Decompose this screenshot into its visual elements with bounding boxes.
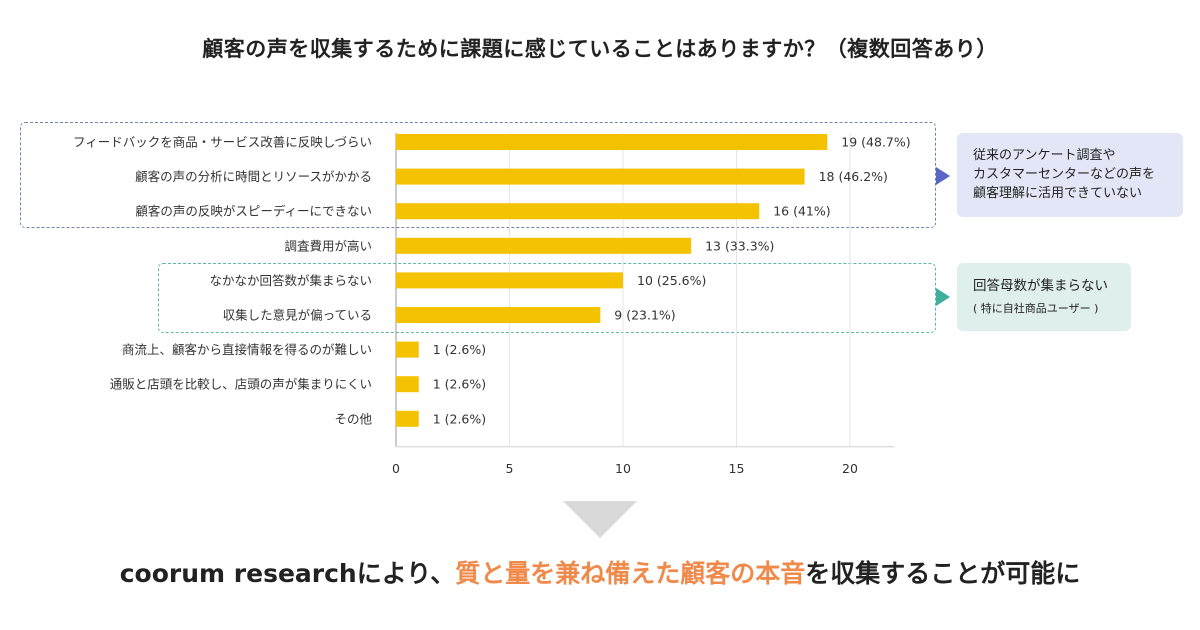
callout-blue: 従来のアンケート調査や カスタマーセンターなどの声を 顧客理解に活用できていない: [957, 133, 1183, 217]
bar: [396, 203, 760, 220]
conclusion-prefix: coorum researchにより、: [119, 559, 456, 588]
bar: [396, 341, 419, 358]
data-label: 9 (23.1%): [614, 308, 675, 323]
x-tick-label: 5: [506, 461, 514, 476]
category-label: 顧客の声の反映がスピーディーにできない: [135, 204, 372, 219]
x-tick-label: 20: [842, 461, 858, 476]
down-arrow-icon: [563, 501, 637, 538]
conclusion-highlight: 質と量を兼ね備えた顧客の本音: [455, 559, 806, 588]
data-label: 18 (46.2%): [819, 169, 888, 184]
callout-pointer-blue-icon: [936, 167, 950, 185]
bar: [396, 307, 601, 323]
callout-blue-text: 従来のアンケート調査や カスタマーセンターなどの声を 顧客理解に活用できていない: [973, 148, 1156, 201]
callout-teal-subtext: ( 特に自社商品ユーザー ): [973, 302, 1099, 315]
x-tick-label: 10: [615, 461, 631, 476]
conclusion-suffix: を収集することが可能に: [805, 559, 1081, 588]
conclusion-text: coorum researchにより、質と量を兼ね備えた顧客の本音を収集すること…: [0, 554, 1200, 590]
x-tick-label: 15: [729, 461, 745, 476]
category-label: 顧客の声の分析に時間とリソースがかかる: [135, 169, 372, 184]
category-label: なかなか回答数が集まらない: [209, 273, 372, 288]
bar: [396, 410, 419, 427]
callout-teal-text: 回答母数が集まらない: [973, 278, 1108, 294]
bar: [396, 272, 623, 289]
x-tick-label: 0: [392, 461, 400, 476]
bar: [396, 376, 419, 393]
page-title: 顧客の声を収集するために課題に感じていることはありますか？（複数回答あり）: [202, 37, 998, 61]
group-box-blue: [20, 122, 936, 228]
data-label: 1 (2.6%): [433, 411, 486, 426]
category-label: フィードバックを商品・サービス改善に反映しづらい: [73, 135, 372, 150]
data-label: 1 (2.6%): [433, 377, 486, 392]
category-label: 調査費用が高い: [284, 238, 372, 253]
callout-pointer-teal-icon: [936, 288, 950, 306]
bar: [396, 237, 692, 254]
category-label: 商流上、顧客から直接情報を得るのが難しい: [122, 342, 372, 357]
callout-teal: 回答母数が集まらない ( 特に自社商品ユーザー ): [957, 263, 1131, 331]
bar: [396, 134, 828, 150]
group-box-teal: [158, 263, 936, 333]
category-label: 通販と店頭を比較し、店頭の声が集まりにくい: [110, 377, 372, 392]
data-label: 1 (2.6%): [433, 342, 486, 357]
data-label: 16 (41%): [773, 204, 830, 219]
bar: [396, 168, 805, 185]
category-label: その他: [334, 411, 372, 426]
data-label: 13 (33.3%): [705, 238, 774, 253]
data-label: 19 (48.7%): [841, 135, 910, 150]
data-label: 10 (25.6%): [637, 273, 706, 288]
category-label: 収集した意見が偏っている: [223, 308, 372, 323]
